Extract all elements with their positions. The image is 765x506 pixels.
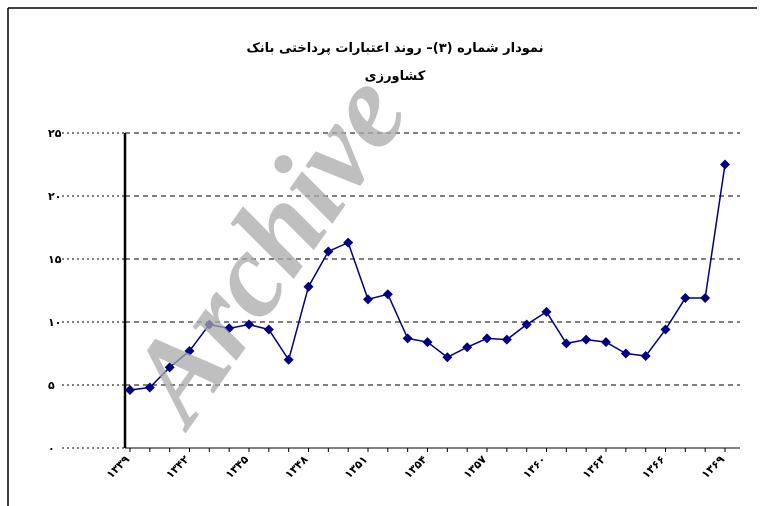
marker bbox=[125, 385, 135, 396]
x-tick-label: ۱۳۶۰ bbox=[520, 453, 548, 481]
x-tick-label: ۱۳۶۶ bbox=[639, 453, 667, 481]
marker bbox=[581, 334, 592, 345]
marker bbox=[244, 319, 254, 330]
marker bbox=[382, 289, 393, 300]
marker bbox=[561, 338, 572, 349]
marker bbox=[442, 352, 453, 363]
marker bbox=[422, 337, 433, 348]
marker bbox=[263, 324, 274, 335]
marker bbox=[303, 281, 314, 292]
x-tick-label: ۱۳۴۲ bbox=[163, 453, 191, 481]
marker bbox=[660, 324, 671, 335]
y-tick-label: ۲۰ bbox=[48, 190, 61, 203]
marker bbox=[164, 362, 175, 373]
marker bbox=[184, 345, 195, 356]
x-tick-label: ۱۳۶۳ bbox=[580, 453, 608, 481]
marker bbox=[720, 159, 730, 170]
marker bbox=[680, 293, 691, 304]
x-tick-label: ۱۳۵۷ bbox=[461, 453, 489, 481]
marker bbox=[204, 319, 215, 330]
marker bbox=[700, 293, 711, 304]
marker bbox=[462, 342, 473, 353]
watermark: Archive bbox=[97, 50, 432, 449]
chart-title: نمودار شماره (۳)– روند اعتبارات پرداختی … bbox=[246, 41, 543, 56]
x-tick-label: ۱۳۴۸ bbox=[282, 453, 310, 481]
x-tick-label: ۱۳۵۴ bbox=[401, 453, 429, 481]
marker bbox=[323, 246, 334, 257]
marker bbox=[501, 334, 512, 345]
y-tick-label: ۱۰ bbox=[48, 316, 61, 329]
marker bbox=[640, 351, 651, 362]
chart-subtitle: کشاورزی bbox=[365, 69, 426, 84]
marker bbox=[620, 348, 631, 359]
marker bbox=[402, 333, 413, 344]
x-tick-label: ۱۳۳۹ bbox=[104, 453, 132, 481]
marker bbox=[283, 354, 294, 365]
marker bbox=[482, 333, 492, 344]
marker bbox=[521, 319, 532, 330]
marker bbox=[224, 323, 235, 334]
x-tick-label: ۱۳۶۹ bbox=[699, 453, 727, 481]
x-tick-label: ۱۳۵۱ bbox=[342, 453, 370, 481]
marker bbox=[144, 382, 155, 393]
y-tick-label: ۲۵ bbox=[48, 127, 62, 140]
marker bbox=[541, 306, 552, 317]
marker bbox=[363, 294, 373, 305]
marker bbox=[343, 237, 354, 248]
y-tick-label: ۱۵ bbox=[48, 253, 62, 266]
marker bbox=[601, 337, 611, 348]
x-tick-label: ۱۳۴۵ bbox=[223, 453, 251, 481]
y-tick-label: ۵ bbox=[48, 379, 55, 392]
y-tick-label: ۰ bbox=[48, 442, 55, 455]
